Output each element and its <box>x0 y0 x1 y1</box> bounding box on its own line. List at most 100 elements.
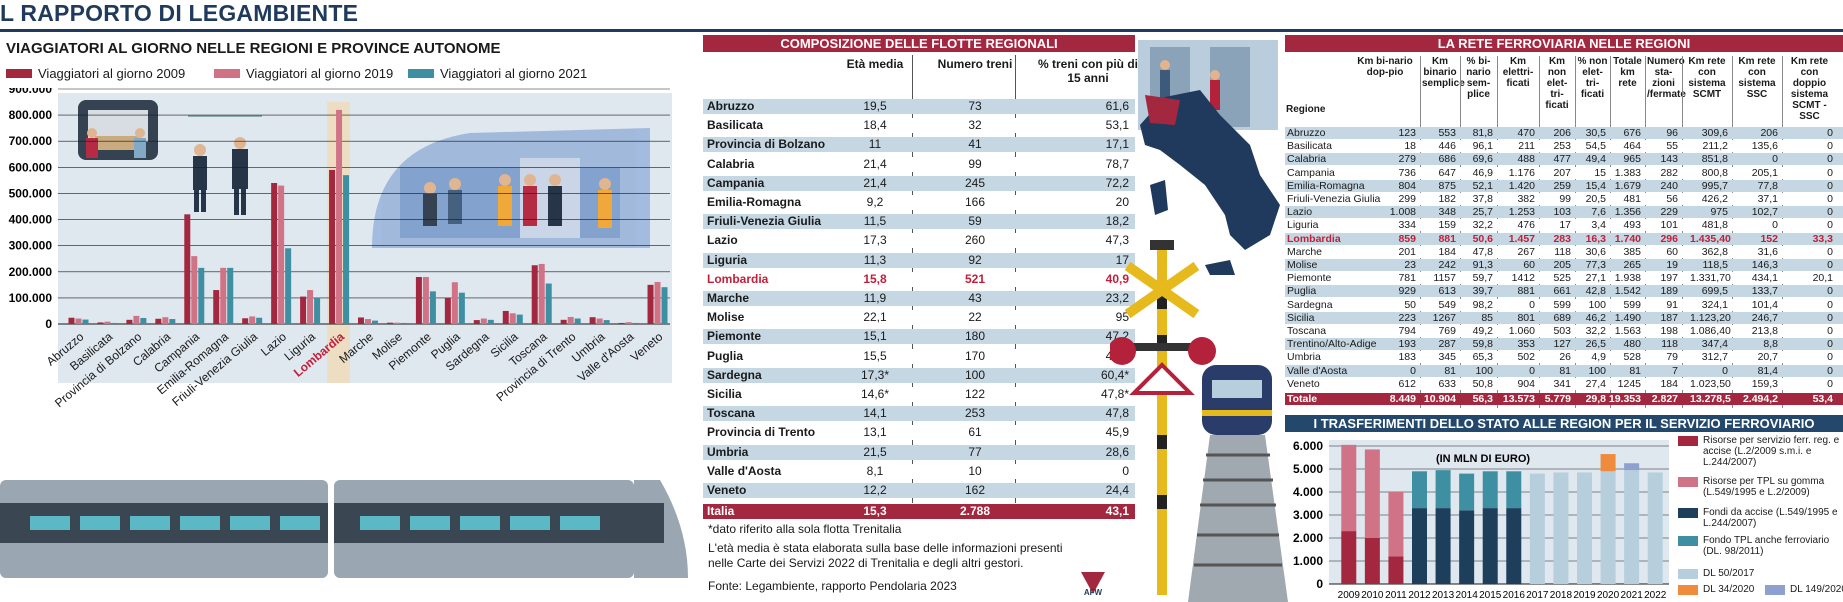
network-cell-value: 1.331,70 <box>1690 272 1731 285</box>
fleet-cell-pct: 53,1 <box>1105 118 1129 133</box>
network-cell-value: 553 <box>1438 127 1456 139</box>
network-cell-value: 385 <box>1623 245 1641 258</box>
bar-2021 <box>227 267 234 324</box>
network-cell-value: 283 <box>1553 232 1571 245</box>
network-cell-value: 965 <box>1623 153 1641 166</box>
fleet-cell-age: 14,1 <box>863 406 887 421</box>
network-cell-region: Piemonte <box>1287 272 1332 285</box>
network-cell-value: 96 <box>1666 127 1678 139</box>
network-row: Puglia 929 613 39,7 881 661 42,8 1.542 189 699,5 1… <box>1285 285 1843 298</box>
fleet-row: Veneto 12,2 162 24,4 <box>703 483 1135 498</box>
network-cell-value: 20,5 <box>1585 193 1606 205</box>
stack-segment <box>1600 454 1616 472</box>
train-illustration <box>0 480 690 602</box>
network-total-label: Totale <box>1287 393 1318 405</box>
network-cell-value: 206 <box>1760 127 1778 139</box>
network-cell-value: 26 <box>1559 351 1571 364</box>
fleet-cell-age: 22,1 <box>863 310 887 325</box>
network-cell-value: 184 <box>1660 377 1678 390</box>
bar-2019 <box>249 316 256 324</box>
fleet-cell-age: 11,9 <box>863 291 887 305</box>
network-cell-value: 100 <box>1588 298 1606 311</box>
bar-2021 <box>632 322 639 324</box>
network-row: Basilicata 18 446 96,1 211 253 54,5 464 55 211,2 1… <box>1285 140 1843 153</box>
fleet-cell-trains: 260 <box>964 233 986 248</box>
bar-2019 <box>480 318 487 324</box>
bar-2009 <box>531 265 538 324</box>
network-row: Lazio 1.008 348 25,7 1.253 103 7,6 1.356 229 975 1… <box>1285 206 1843 219</box>
bar-2021 <box>603 320 610 324</box>
network-cell-value: 183 <box>1398 351 1416 364</box>
network-cell-value: 287 <box>1438 338 1456 351</box>
network-cell-value: 259 <box>1553 179 1571 192</box>
network-cell-value: 736 <box>1398 166 1416 179</box>
network-cell-value: 480 <box>1623 338 1641 351</box>
logo-text: AFW <box>1084 588 1103 597</box>
x-tick-label: 2022 <box>1644 590 1667 601</box>
network-cell-value: 189 <box>1660 285 1678 298</box>
network-col-divider <box>1497 56 1498 408</box>
bar-2021 <box>661 287 668 324</box>
network-cell-value: 182 <box>1438 193 1456 205</box>
stack-segment <box>1553 472 1569 584</box>
network-total-value: 29,8 <box>1585 393 1606 405</box>
network-cell-region: Emilia-Romagna <box>1287 179 1365 192</box>
bar-2009 <box>560 319 567 324</box>
network-cell-value: 146,3 <box>1751 259 1778 271</box>
network-cell-value: 633 <box>1438 377 1456 390</box>
x-tick-label: 2021 <box>1621 590 1644 601</box>
fleet-cell-pct: 28,6 <box>1105 444 1129 459</box>
fleet-col-pct: % treni con più di 15 anni <box>1038 57 1139 85</box>
fleet-cell-trains: 253 <box>964 406 986 421</box>
network-cell-value: 0 <box>1827 377 1833 390</box>
x-tick-label: 2010 <box>1361 590 1384 601</box>
network-cell-region: Friuli-Venezia Giulia <box>1287 193 1381 205</box>
y-tick-label: 4.000 <box>1293 485 1323 499</box>
network-cell-value: 50,8 <box>1472 377 1493 390</box>
network-cell-value: 98,2 <box>1472 298 1493 311</box>
x-tick-label: 2009 <box>1338 590 1361 601</box>
network-col-header: Totale km rete <box>1613 56 1642 89</box>
network-cell-value: 0 <box>1827 351 1833 364</box>
network-cell-value: 205,1 <box>1751 166 1778 179</box>
bar-2021 <box>198 267 205 324</box>
network-col-header: Km rete con sistema SCMT <box>1688 56 1726 100</box>
network-cell-value: 8,8 <box>1763 338 1778 351</box>
network-cell-value: 159,3 <box>1751 377 1778 390</box>
legend-item-2019: Viaggiatori al giorno 2019 <box>214 66 393 81</box>
network-col-header: Km bi-nario dop-pio <box>1357 56 1413 78</box>
fleet-cell-age: 18,4 <box>863 118 887 133</box>
fleet-col-trains: Numero treni <box>937 57 1013 71</box>
fleet-cell-trains: 10 <box>968 463 982 478</box>
fleet-cell-age: 12,2 <box>863 483 887 497</box>
network-cell-value: 1.023,50 <box>1690 377 1731 390</box>
y-tick-label: 300.000 <box>9 239 53 253</box>
warning-sign <box>1129 362 1195 395</box>
network-cell-value: 904 <box>1517 377 1535 390</box>
network-cell-value: 81,8 <box>1472 127 1493 139</box>
stack-segment <box>1388 492 1404 557</box>
network-cell-value: 31,6 <box>1757 245 1778 258</box>
network-cell-value: 198 <box>1660 325 1678 337</box>
network-row: Veneto 612 633 50,8 904 341 27,4 1245 184 1.023,5… <box>1285 377 1843 390</box>
network-total-value: 56,3 <box>1472 393 1493 405</box>
network-cell-value: 59,7 <box>1472 272 1493 285</box>
fleet-cell-pct: 20 <box>1115 195 1129 209</box>
network-col-divider <box>1645 56 1646 408</box>
network-cell-value: 0 <box>1827 338 1833 351</box>
network-cell-value: 0 <box>1827 127 1833 139</box>
bar-2021 <box>372 320 378 324</box>
network-cell-value: 206 <box>1553 127 1571 139</box>
network-cell-value: 81 <box>1629 364 1641 377</box>
network-col-divider <box>1682 56 1683 408</box>
bar-2019 <box>336 109 343 324</box>
fleet-cell-name: Campania <box>707 175 765 190</box>
bar-2019 <box>307 290 314 324</box>
network-cell-value: 65,3 <box>1472 351 1493 364</box>
network-cell-value: 1.060 <box>1508 325 1535 337</box>
fleet-cell-pct: 78,7 <box>1105 156 1129 171</box>
network-cell-value: 60 <box>1523 259 1535 271</box>
bar-2019 <box>104 321 111 324</box>
network-cell-value: 502 <box>1517 351 1535 364</box>
fleet-cell-trains: 122 <box>964 387 986 401</box>
